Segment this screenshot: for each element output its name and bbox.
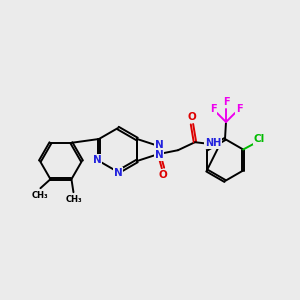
Text: N: N	[154, 150, 164, 160]
Text: N: N	[154, 140, 164, 150]
Text: F: F	[223, 97, 229, 107]
Text: F: F	[210, 104, 216, 114]
Text: O: O	[188, 112, 196, 122]
Text: O: O	[159, 170, 167, 180]
Text: NH: NH	[205, 138, 221, 148]
Text: N: N	[114, 168, 122, 178]
Text: CH₃: CH₃	[31, 191, 48, 200]
Text: N: N	[93, 155, 101, 165]
Text: F: F	[236, 104, 242, 114]
Text: Cl: Cl	[254, 134, 265, 145]
Text: CH₃: CH₃	[65, 195, 82, 204]
